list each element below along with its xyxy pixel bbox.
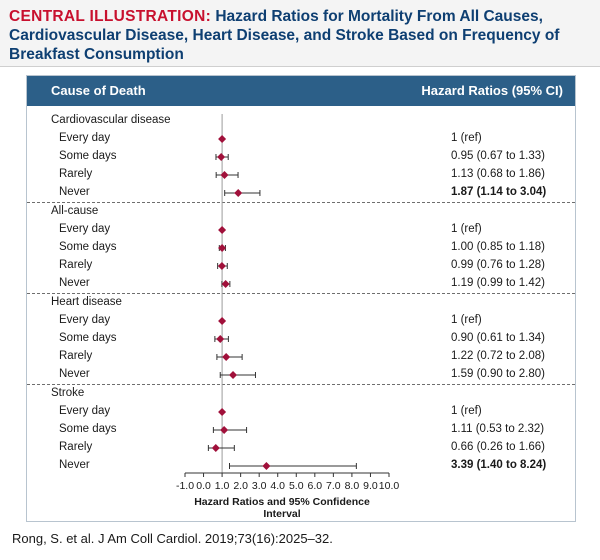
hazard-ratio-marker <box>211 444 220 452</box>
hazard-ratio-marker <box>221 280 230 288</box>
hazard-ratio-value: 1.59 (0.90 to 2.80) <box>451 368 545 380</box>
forest-plot-panel: Cause of Death Hazard Ratios (95% CI) Ca… <box>26 75 576 522</box>
hazard-ratio-marker <box>262 462 271 470</box>
row-label: Never <box>59 459 90 471</box>
title-text: Hazard Ratios for Mortality From All Cau… <box>9 8 560 63</box>
hazard-ratio-marker <box>218 244 227 252</box>
row-label: Every day <box>59 132 111 144</box>
row-label: Rarely <box>59 441 93 453</box>
group-divider <box>27 293 575 294</box>
hazard-ratio-value: 1.13 (0.68 to 1.86) <box>451 168 545 180</box>
row-label: Some days <box>59 150 117 162</box>
group-divider <box>27 384 575 385</box>
hazard-ratio-marker <box>220 171 229 179</box>
illustration-header: CENTRAL ILLUSTRATION: Hazard Ratios for … <box>0 0 600 67</box>
group-label-cardiovascular: Cardiovascular disease <box>51 114 171 126</box>
figure-title: CENTRAL ILLUSTRATION: Hazard Ratios for … <box>9 7 593 64</box>
citation: Rong, S. et al. J Am Coll Cardiol. 2019;… <box>12 531 333 546</box>
hazard-ratio-value: 1.00 (0.85 to 1.18) <box>451 241 545 253</box>
group-label-heart-disease: Heart disease <box>51 296 122 308</box>
row-label: Never <box>59 277 90 289</box>
row-label: Rarely <box>59 350 93 362</box>
hazard-ratio-marker <box>218 135 227 143</box>
row-label: Every day <box>59 405 111 417</box>
column-header-hazard-ratios: Hazard Ratios (95% CI) <box>421 83 563 98</box>
hazard-ratio-marker <box>217 153 226 161</box>
hazard-ratio-marker <box>222 353 231 361</box>
x-tick-label: 0.0 <box>196 480 211 492</box>
row-label: Every day <box>59 223 111 235</box>
x-tick-label: 6.0 <box>308 480 323 492</box>
hazard-ratio-marker <box>216 335 225 343</box>
hazard-ratio-value: 0.95 (0.67 to 1.33) <box>451 150 545 162</box>
hazard-ratio-value: 1 (ref) <box>451 223 482 235</box>
hazard-ratio-marker <box>217 262 226 270</box>
x-tick-label: 7.0 <box>326 480 341 492</box>
x-tick-label: 1.0 <box>215 480 230 492</box>
hazard-ratio-value: 1.87 (1.14 to 3.04) <box>451 186 547 198</box>
group-divider <box>27 202 575 203</box>
group-label-stroke: Stroke <box>51 387 85 399</box>
row-label: Never <box>59 186 90 198</box>
column-header-cause: Cause of Death <box>51 83 146 98</box>
row-label: Every day <box>59 314 111 326</box>
hazard-ratio-value: 0.66 (0.26 to 1.66) <box>451 441 545 453</box>
row-label: Some days <box>59 241 117 253</box>
hazard-ratio-marker <box>218 226 227 234</box>
hazard-ratio-value: 0.99 (0.76 to 1.28) <box>451 259 545 271</box>
x-tick-label: -1.0 <box>176 480 194 492</box>
x-tick-label: 5.0 <box>289 480 304 492</box>
hazard-ratio-value: 3.39 (1.40 to 8.24) <box>451 459 547 471</box>
row-label: Some days <box>59 423 117 435</box>
x-tick-label: 4.0 <box>270 480 285 492</box>
row-label: Never <box>59 368 90 380</box>
row-label: Rarely <box>59 259 93 271</box>
x-tick-label: 2.0 <box>233 480 248 492</box>
x-tick-label: 8.0 <box>345 480 360 492</box>
hazard-ratio-marker <box>218 317 227 325</box>
title-lead: CENTRAL ILLUSTRATION: <box>9 8 212 25</box>
row-label: Some days <box>59 332 117 344</box>
hazard-ratio-marker <box>234 189 243 197</box>
hazard-ratio-marker <box>229 371 238 379</box>
hazard-ratio-marker <box>218 408 227 416</box>
x-tick-label: 9.0 <box>363 480 378 492</box>
x-tick-label: 10.0 <box>379 480 400 492</box>
x-axis-title: Hazard Ratios and 95% Confidence Interva… <box>194 496 370 520</box>
forest-plot: -1.0 0.0 1.0 2.0 3.0 4.0 5.0 6.0 7.0 8.0 9.0 10.0 <box>176 114 400 492</box>
hazard-ratio-value: 1.19 (0.99 to 1.42) <box>451 277 545 289</box>
hazard-ratio-value: 1 (ref) <box>451 314 482 326</box>
x-tick-label: 3.0 <box>252 480 267 492</box>
hazard-ratio-value: 1 (ref) <box>451 132 482 144</box>
hazard-ratio-value: 1.11 (0.53 to 2.32) <box>451 423 545 435</box>
group-label-all-cause: All-cause <box>51 205 99 217</box>
hazard-ratio-marker <box>220 426 229 434</box>
row-label: Rarely <box>59 168 93 180</box>
column-header-bar: Cause of Death Hazard Ratios (95% CI) <box>27 76 575 106</box>
hazard-ratio-value: 1 (ref) <box>451 405 482 417</box>
hazard-ratio-value: 0.90 (0.61 to 1.34) <box>451 332 545 344</box>
hazard-ratio-value: 1.22 (0.72 to 2.08) <box>451 350 545 362</box>
